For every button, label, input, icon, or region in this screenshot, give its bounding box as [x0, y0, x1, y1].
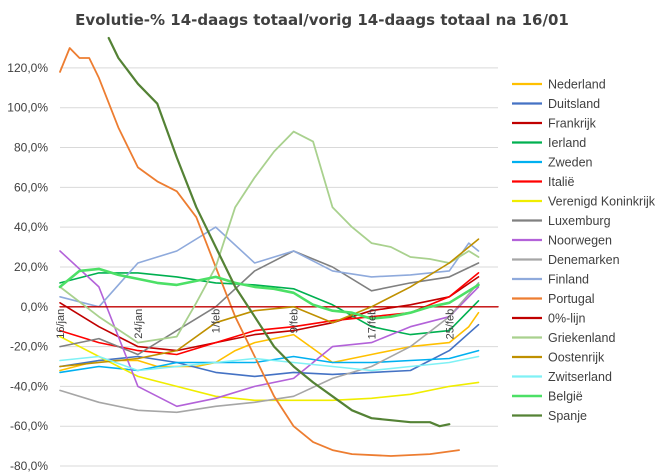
- legend-item-label: Denemarken: [548, 253, 620, 267]
- series-line-16: [58, 267, 480, 321]
- series-line-14: [59, 238, 480, 368]
- series-line-0: [59, 311, 480, 372]
- series-line-3: [59, 272, 480, 336]
- legend-item-label: Portugal: [548, 292, 595, 306]
- x-tick-label: 16/jan: [55, 309, 67, 339]
- series-line-9: [59, 282, 480, 414]
- legend-item-label: Ierland: [548, 136, 586, 150]
- series-line-6: [59, 335, 480, 402]
- y-tick-label: 100,0%: [7, 101, 48, 115]
- legend: Nederland Duitsland Frankrijk Ierland Zweden…: [512, 78, 656, 423]
- y-axis-ticks: -80,0% -60,0% -40,0% -20,0% 0,0% 20,0% 40,0% 60…: [7, 61, 48, 473]
- x-tick-label: 9/feb: [289, 309, 301, 333]
- y-tick-label: -20,0%: [10, 340, 48, 354]
- legend-item-label: Spanje: [548, 409, 587, 423]
- series-lines: [58, 36, 499, 457]
- legend-item-label: Duitsland: [548, 97, 600, 111]
- x-tick-label: 1/feb: [211, 309, 223, 333]
- series-line-10: [59, 226, 480, 308]
- legend-item-label: Verenigd Koninkrijk: [548, 195, 656, 209]
- legend-item-label: Oostenrijk: [548, 351, 605, 365]
- y-tick-label: 0,0%: [21, 300, 49, 314]
- y-tick-label: 120,0%: [7, 61, 48, 75]
- x-tick-label: 17/feb: [366, 309, 378, 340]
- legend-item-label: Nederland: [548, 78, 606, 92]
- legend-item-label: Frankrijk: [548, 117, 597, 131]
- y-tick-label: -80,0%: [10, 459, 48, 473]
- y-tick-label: 80,0%: [14, 141, 48, 155]
- series-line-7: [59, 250, 480, 356]
- x-axis-ticks: 16/jan 24/jan 1/feb 9/feb 17/feb 25/feb: [55, 309, 456, 340]
- y-tick-label: 20,0%: [14, 260, 48, 274]
- legend-item-label: 0%-lijn: [548, 312, 586, 326]
- series-line-2: [59, 276, 480, 352]
- x-tick-label: 24/jan: [133, 309, 145, 339]
- series-line-1: [59, 323, 480, 378]
- series-line-8: [59, 250, 480, 408]
- y-tick-label: 40,0%: [14, 220, 48, 234]
- y-tick-label: -60,0%: [10, 419, 48, 433]
- legend-item-label: Zwitserland: [548, 370, 612, 384]
- series-line-15: [59, 355, 480, 372]
- series-line-13: [59, 130, 480, 344]
- legend-item-label: Noorwegen: [548, 234, 612, 248]
- legend-item-label: Finland: [548, 273, 589, 287]
- legend-item-label: België: [548, 390, 583, 404]
- legend-item-label: Zweden: [548, 156, 593, 170]
- series-line-17: [107, 36, 451, 428]
- legend-item-label: Italië: [548, 175, 574, 189]
- y-tick-label: -40,0%: [10, 379, 48, 393]
- legend-item-label: Griekenland: [548, 331, 615, 345]
- legend-item-label: Luxemburg: [548, 214, 611, 228]
- grid: [60, 67, 498, 467]
- x-tick-label: 25/feb: [444, 309, 456, 340]
- chart-title: Evolutie-% 14-daags totaal/vorig 14-daag…: [75, 11, 569, 29]
- y-tick-label: 60,0%: [14, 180, 48, 194]
